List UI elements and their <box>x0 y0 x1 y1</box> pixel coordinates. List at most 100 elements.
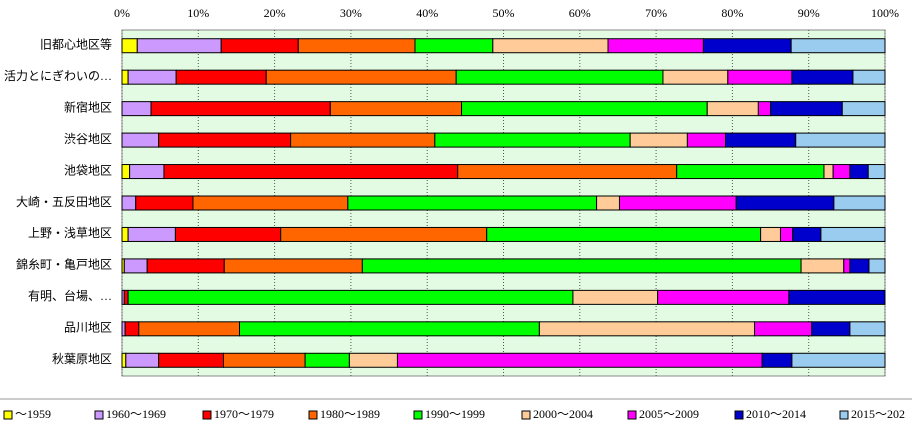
bar-segment <box>800 258 845 274</box>
bar-segment <box>125 352 160 368</box>
x-tick-label: 20% <box>264 6 286 20</box>
legend-label: 2000～2004 <box>533 407 593 421</box>
legend-swatch <box>839 410 849 420</box>
legend-swatch <box>413 410 423 420</box>
bar-segment <box>150 101 331 117</box>
legend-label: 1970～1979 <box>214 407 274 421</box>
bar-segment <box>832 164 851 180</box>
bar-segment <box>290 132 436 148</box>
bar-segment <box>121 38 138 54</box>
bar-segment <box>158 352 224 368</box>
bar-segment <box>124 321 140 337</box>
x-tick-label: 0% <box>114 6 130 20</box>
bar-segment <box>662 69 729 85</box>
bar-segment <box>486 226 762 242</box>
bar-segment <box>174 226 282 242</box>
bar-segment <box>192 195 349 211</box>
bar-segment <box>867 164 886 180</box>
bar-segment <box>761 352 793 368</box>
bar-segment <box>163 164 459 180</box>
bar-segment <box>849 321 886 337</box>
bar-segment <box>414 38 494 54</box>
bar-segment <box>280 226 488 242</box>
bar-segment <box>849 164 869 180</box>
y-tick-label: 新宿地区 <box>64 99 112 114</box>
legend-swatch <box>202 410 212 420</box>
bar-segment <box>790 38 886 54</box>
bar-segment <box>121 195 137 211</box>
bar-segment <box>136 38 222 54</box>
y-tick-label: 旧都心地区等 <box>40 37 112 51</box>
bar-segment <box>434 132 631 148</box>
bar-segment <box>841 101 886 117</box>
bar-segment <box>843 258 851 274</box>
y-tick-label: 錦糸町・亀戸地区 <box>16 257 112 272</box>
bar-segment <box>121 226 129 242</box>
bar-segment <box>396 352 763 368</box>
legend-swatch <box>3 410 13 420</box>
legend-swatch <box>627 410 637 420</box>
bar-segment <box>129 164 165 180</box>
bar-segment <box>175 69 267 85</box>
x-tick-label: 100% <box>871 6 899 20</box>
y-tick-label: 池袋地区 <box>64 163 112 177</box>
bar-segment <box>348 352 398 368</box>
bar-segment <box>329 101 463 117</box>
bar-segment <box>788 289 886 305</box>
bar-segment <box>297 38 416 54</box>
bar-segment <box>220 38 299 54</box>
bar-segment <box>686 132 727 148</box>
bar-segment <box>361 258 802 274</box>
bar-segment <box>123 258 148 274</box>
bar-segment <box>138 321 241 337</box>
legend-label: 2005～2009 <box>639 407 699 421</box>
bar-segment <box>754 321 813 337</box>
bar-segment <box>868 258 886 274</box>
x-tick-label: 60% <box>569 6 591 20</box>
x-tick-label: 40% <box>416 6 438 20</box>
bar-segment <box>618 195 737 211</box>
bar-segment <box>347 195 598 211</box>
legend-label: ～1959 <box>15 407 51 421</box>
y-tick-label: 渋谷地区 <box>64 132 112 146</box>
bar-segment <box>121 101 152 117</box>
y-tick-label: 活力とにぎわいの… <box>4 69 112 83</box>
bar-segment <box>158 132 292 148</box>
x-tick-label: 30% <box>340 6 362 20</box>
bar-segment <box>127 226 176 242</box>
bar-segment <box>779 226 794 242</box>
bar-segment <box>757 101 772 117</box>
bar-segment <box>223 258 363 274</box>
bar-segment <box>607 38 704 54</box>
bar-segment <box>121 69 129 85</box>
bar-segment <box>135 195 194 211</box>
bar-segment <box>820 226 886 242</box>
bar-segment <box>791 352 886 368</box>
y-tick-label: 品川地区 <box>64 321 112 335</box>
bar-segment <box>727 69 793 85</box>
bar-segment <box>852 69 886 85</box>
bar-segment <box>538 321 756 337</box>
bar-segment <box>657 289 790 305</box>
bar-segment <box>702 38 792 54</box>
bar-segment <box>265 69 457 85</box>
bar-segment <box>123 289 129 305</box>
bar-segment <box>127 289 574 305</box>
x-tick-label: 10% <box>187 6 209 20</box>
bar-segment <box>795 132 886 148</box>
bar-segment <box>676 164 825 180</box>
bar-segment <box>811 321 851 337</box>
legend-label: 1960～1969 <box>106 407 166 421</box>
bar-segment <box>304 352 350 368</box>
bar-segment <box>770 101 843 117</box>
legend-label: 1990～1999 <box>425 407 485 421</box>
x-tick-label: 70% <box>645 6 667 20</box>
bar-segment <box>792 226 822 242</box>
bar-segment <box>461 101 708 117</box>
bar-segment <box>629 132 688 148</box>
x-tick-label: 80% <box>721 6 743 20</box>
y-tick-label: 有明、台場、… <box>28 288 112 303</box>
legend-label: 2015～202 <box>851 407 905 421</box>
legend-swatch <box>94 410 104 420</box>
bar-segment <box>791 69 854 85</box>
